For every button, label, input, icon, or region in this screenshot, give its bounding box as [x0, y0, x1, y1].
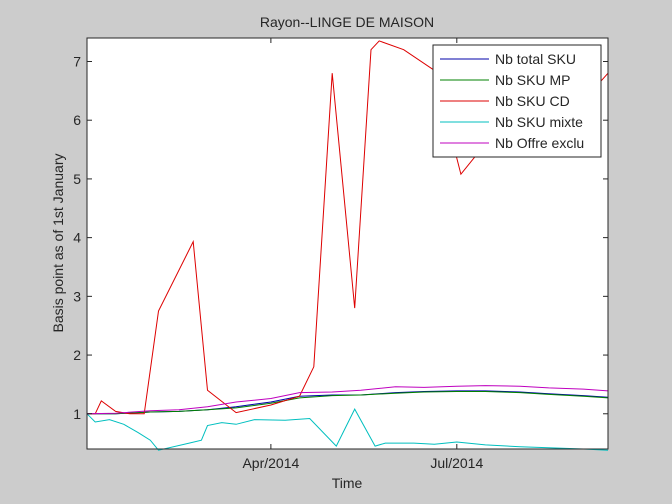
axis-ticks: 1 2 3 4 5 6 7 Apr/2014 Jul/2014	[73, 38, 608, 471]
axes-frame	[86, 37, 609, 450]
y-tick-label: 3	[73, 288, 81, 304]
x-tick-label: Apr/2014	[242, 455, 299, 471]
legend-label-3: Nb SKU mixte	[495, 114, 583, 130]
legend-label-2: Nb SKU CD	[495, 93, 570, 109]
y-tick-label: 7	[73, 53, 81, 69]
x-tick-label: Jul/2014	[430, 455, 483, 471]
y-tick-label: 4	[73, 230, 81, 246]
series-line-1	[87, 391, 609, 415]
y-tick-label: 6	[73, 112, 81, 128]
y-tick-label: 5	[73, 171, 81, 187]
chart-title: Rayon--LINGE DE MAISON	[260, 14, 434, 30]
y-tick-label: 2	[73, 347, 81, 363]
legend-label-4: Nb Offre exclu	[495, 135, 584, 151]
legend: Nb total SKU Nb SKU MP Nb SKU CD Nb SKU mix…	[432, 44, 602, 158]
legend-label-0: Nb total SKU	[495, 51, 576, 67]
series-line-4	[86, 385, 609, 415]
y-tick-label: 1	[73, 406, 81, 422]
series-line-3	[86, 408, 609, 451]
y-axis-label: Basis point as of 1st January	[50, 154, 66, 333]
legend-label-1: Nb SKU MP	[495, 72, 570, 88]
x-axis-label: Time	[332, 475, 363, 491]
